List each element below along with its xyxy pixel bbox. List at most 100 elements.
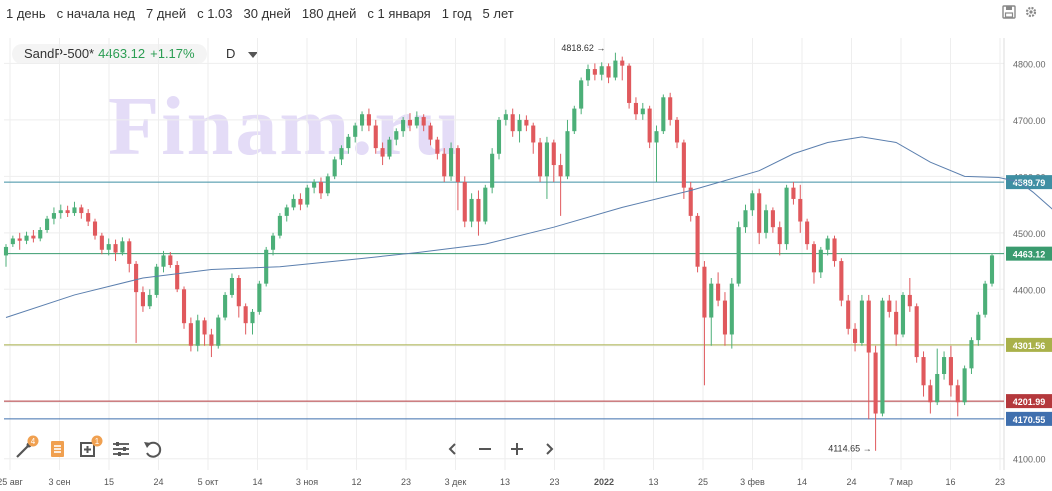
candle-body bbox=[127, 241, 132, 264]
candle-body bbox=[373, 125, 378, 149]
candle-body bbox=[483, 187, 488, 222]
candle-body bbox=[120, 241, 125, 253]
bar-style-icon[interactable] bbox=[110, 438, 132, 460]
candle-body bbox=[633, 102, 638, 115]
candle-body bbox=[236, 278, 241, 307]
save-icon[interactable] bbox=[1002, 5, 1016, 19]
candle-body bbox=[818, 249, 823, 273]
candle-body bbox=[414, 117, 419, 126]
candle-body bbox=[832, 238, 837, 262]
candle-body bbox=[24, 235, 29, 241]
candle-body bbox=[681, 142, 686, 188]
chevron-down-icon[interactable] bbox=[248, 52, 258, 58]
candle-body bbox=[674, 119, 680, 143]
candle-body bbox=[332, 159, 337, 177]
candle-body bbox=[948, 357, 953, 386]
candle-body bbox=[51, 213, 56, 219]
candle-body bbox=[853, 328, 858, 343]
candle-body bbox=[572, 108, 577, 132]
candle-body bbox=[449, 148, 454, 177]
candle-body bbox=[435, 139, 440, 154]
candle-body bbox=[503, 114, 508, 120]
x-tick-label: 7 мар bbox=[889, 477, 913, 487]
candle-body bbox=[798, 198, 803, 222]
candle-body bbox=[928, 385, 933, 403]
x-tick-label: 3 дек bbox=[445, 477, 467, 487]
candle-body bbox=[407, 119, 413, 126]
draw-tool-icon[interactable]: 4 bbox=[14, 435, 39, 460]
settings-icon[interactable] bbox=[1024, 5, 1038, 19]
candle-body bbox=[243, 306, 248, 324]
candle-body bbox=[188, 323, 193, 346]
candle-body bbox=[72, 207, 77, 214]
moving-average-line bbox=[5, 136, 1052, 319]
candle-body bbox=[839, 261, 844, 301]
level-tag bbox=[1006, 411, 1052, 426]
period-5-years[interactable]: 5 лет bbox=[482, 6, 514, 21]
period-180-days[interactable]: 180 дней bbox=[301, 6, 357, 21]
candle-body bbox=[784, 187, 789, 245]
candle-body bbox=[805, 221, 810, 245]
x-tick-label: 12 bbox=[351, 477, 361, 487]
period-7-days[interactable]: 7 дней bbox=[145, 6, 187, 21]
candle-body bbox=[647, 108, 652, 143]
candle-body bbox=[462, 182, 467, 222]
period-year-to-date[interactable]: с 1 января bbox=[367, 6, 431, 21]
tool-badge-draw: 4 bbox=[31, 437, 36, 446]
add-instrument-icon[interactable]: 1 bbox=[78, 435, 103, 460]
candle-body bbox=[620, 60, 625, 66]
period-week-to-date[interactable]: с начала нед bbox=[56, 6, 135, 21]
candle-body bbox=[962, 368, 967, 403]
zoom-in-icon[interactable] bbox=[508, 438, 526, 460]
period-since-1-03[interactable]: с 1.03 bbox=[197, 6, 233, 21]
x-tick-label: 3 фев bbox=[740, 477, 765, 487]
ticker-change: +1.17% bbox=[150, 46, 195, 61]
candle-body bbox=[106, 244, 111, 250]
candle-body bbox=[490, 153, 495, 188]
candle-body bbox=[709, 283, 714, 318]
reset-icon[interactable] bbox=[142, 438, 164, 460]
candle-body bbox=[202, 320, 207, 335]
candle-body bbox=[811, 244, 817, 273]
candle-body bbox=[250, 311, 255, 324]
candle-body bbox=[284, 207, 289, 216]
period-30-days[interactable]: 30 дней bbox=[243, 6, 291, 21]
y-tick-label: 4100.00 bbox=[1013, 455, 1046, 465]
candle-body bbox=[305, 187, 310, 205]
candle-body bbox=[750, 193, 755, 211]
candle-body bbox=[421, 117, 426, 126]
y-tick-label: 4400.00 bbox=[1013, 285, 1046, 295]
candle-body bbox=[873, 352, 878, 414]
candle-body bbox=[524, 119, 529, 126]
period-1-year[interactable]: 1 год bbox=[441, 6, 472, 21]
y-tick-label: 4800.00 bbox=[1013, 59, 1046, 69]
candle-body bbox=[401, 119, 406, 132]
timeframe-label[interactable]: D bbox=[226, 46, 236, 61]
zoom-out-icon[interactable] bbox=[476, 438, 494, 460]
candle-body bbox=[606, 66, 611, 78]
chevron-right-icon[interactable] bbox=[540, 438, 558, 460]
candle-body bbox=[531, 125, 536, 143]
candle-body bbox=[161, 255, 166, 267]
candle-body bbox=[469, 198, 474, 222]
candle-body bbox=[134, 263, 139, 293]
candle-body bbox=[31, 235, 36, 239]
x-tick-label: 25 авг bbox=[0, 477, 24, 487]
x-tick-label: 13 bbox=[648, 477, 658, 487]
indicators-icon[interactable] bbox=[46, 438, 68, 460]
candle-body bbox=[181, 289, 187, 324]
candle-body bbox=[65, 210, 70, 214]
candle-body bbox=[154, 266, 159, 295]
period-1-day[interactable]: 1 день bbox=[6, 6, 46, 21]
chevron-left-icon[interactable] bbox=[444, 438, 462, 460]
candle-body bbox=[880, 300, 885, 414]
candle-body bbox=[216, 317, 221, 346]
candle-body bbox=[585, 69, 591, 81]
x-tick-label: 23 bbox=[549, 477, 559, 487]
level-label: 4463.12 bbox=[1013, 250, 1046, 260]
x-tick-label: 24 bbox=[846, 477, 856, 487]
candle-body bbox=[866, 300, 871, 353]
candle-body bbox=[346, 136, 351, 149]
candle-body bbox=[58, 210, 63, 214]
